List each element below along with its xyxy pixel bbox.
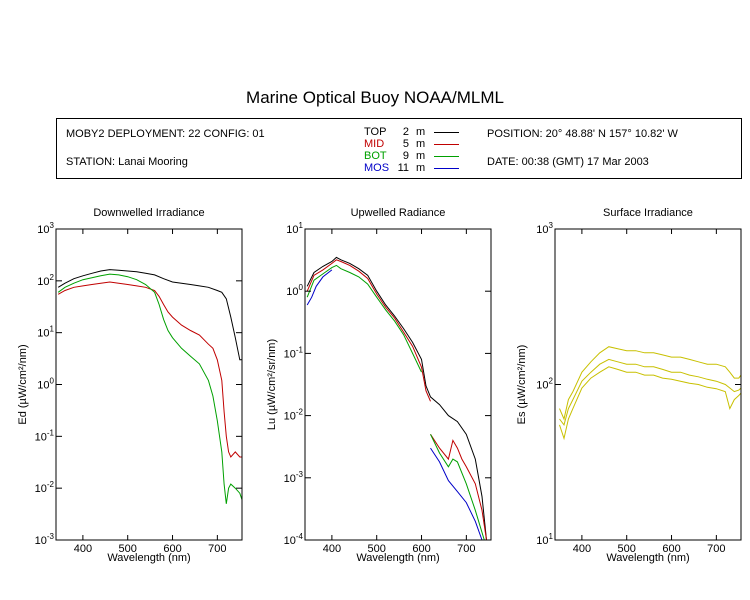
legend-name: TOP [364,126,387,138]
x-tick-label: 500 [119,543,137,555]
date-text: DATE: 00:38 (GMT) 17 Mar 2003 [487,156,649,168]
legend-line [434,144,459,145]
plot-frame [554,228,742,541]
y-axis-label: Ed (µW/cm²/nm) [17,344,29,424]
series-line-bot [430,434,485,540]
legend-depth: 2 [402,126,409,138]
chart-title: Downwelled Irradiance [93,207,204,219]
plot-frame [304,228,492,541]
y-tick-label: 10-2 [35,480,55,495]
x-tick-label: 400 [323,543,341,555]
series-line-mid [430,434,487,540]
legend-unit: m [416,138,426,150]
y-tick-label: 10-3 [284,470,304,485]
series-line-top [57,269,242,361]
legend-name: MOS [364,162,390,174]
deployment-text: MOBY2 DEPLOYMENT: 22 CONFIG: 01 [66,128,265,140]
y-tick-label: 101 [536,532,553,547]
y-tick-label: 101 [286,221,303,236]
y-tick-label: 10-2 [284,408,304,423]
y-axis-label: Es (µW/cm²/nm) [516,345,528,425]
y-tick-label: 102 [536,377,553,392]
legend-name: MID [364,138,385,150]
x-tick-label: 700 [457,543,475,555]
series-line-mos [306,269,333,306]
x-tick-label: 600 [662,543,680,555]
series-line-es [559,358,741,427]
y-tick-label: 10-1 [35,428,55,443]
y-tick-label: 10-4 [284,532,304,547]
legend-line [434,156,459,157]
station-text: STATION: Lanai Mooring [66,156,188,168]
y-tick-label: 102 [37,273,54,288]
legend-unit: m [416,150,426,162]
series-line-bot [57,273,242,504]
x-tick-label: 500 [618,543,636,555]
x-tick-label: 600 [412,543,430,555]
legend-item-bot: BOT 9 m [364,150,464,162]
series-line-top [306,256,487,540]
info-box: MOBY2 DEPLOYMENT: 22 CONFIG: 01 STATION:… [56,118,742,179]
series-line-mid [57,281,242,458]
legend-depth: 9 [402,150,409,162]
y-tick-label: 10-1 [284,345,304,360]
chart-panel-2: Upwelled Radiance 400 500 600 700 10-4 10-3 10-… [266,207,492,564]
y-tick-label: 101 [37,325,54,340]
chart-panel-3: Surface Irradiance 400 500 600 700 101 102 103 W… [516,207,742,564]
legend-depth: 5 [402,138,409,150]
x-axis-label: Wavelength (nm) [356,552,439,564]
legend-line [434,132,459,133]
legend-depth: 11 [397,162,409,174]
page-title: Marine Optical Buoy NOAA/MLML [246,88,504,107]
series-line-mid [306,259,431,402]
legend-line [434,168,459,169]
x-tick-label: 400 [573,543,591,555]
y-tick-label: 100 [286,283,303,298]
x-tick-label: 400 [74,543,92,555]
legend-item-mos: MOS 11 m [364,162,464,174]
y-axis-label: Lu (µW/cm²/sr/nm) [266,339,278,430]
chart-title: Surface Irradiance [603,207,693,219]
y-tick-label: 10-3 [35,532,55,547]
x-tick-label: 600 [163,543,181,555]
x-tick-label: 500 [368,543,386,555]
x-tick-label: 700 [208,543,226,555]
legend-unit: m [416,126,426,138]
series-line-mos [430,447,483,540]
legend-unit: m [416,162,426,174]
series-line-es [559,346,741,421]
legend-item-top: TOP 2 m [364,126,464,138]
y-tick-label: 103 [536,221,553,236]
chart-panel-1: Downwelled Irradiance 400 500 600 700 10-3 10-… [17,207,243,564]
y-tick-label: 103 [37,221,54,236]
legend-item-mid: MID 5 m [364,138,464,150]
series-line-es [559,366,741,441]
x-axis-label: Wavelength (nm) [606,552,689,564]
position-text: POSITION: 20° 48.88' N 157° 10.82' W [487,128,678,140]
x-axis-label: Wavelength (nm) [107,552,190,564]
legend-name: BOT [364,150,387,162]
series-line-bot [306,264,422,373]
x-tick-label: 700 [707,543,725,555]
chart-title: Upwelled Radiance [351,207,446,219]
y-tick-label: 100 [37,377,54,392]
